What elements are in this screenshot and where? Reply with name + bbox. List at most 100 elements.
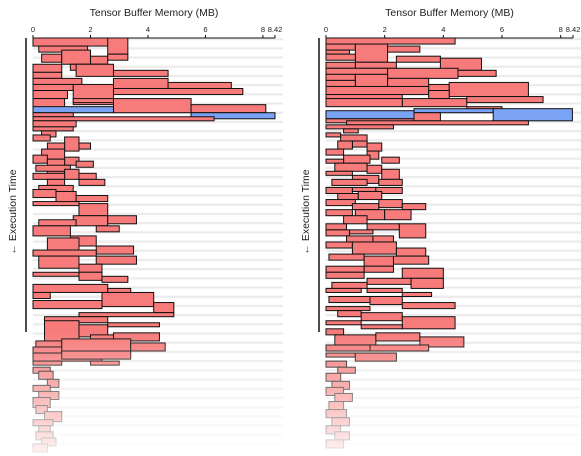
buffer-bar — [325, 306, 371, 312]
x-tick-label: 8 — [261, 25, 265, 34]
chart-title: Tensor Buffer Memory (MB) — [90, 7, 219, 19]
buffer-bar — [32, 83, 74, 92]
buffer-bar — [75, 63, 114, 77]
buffer-bar — [95, 245, 135, 255]
grid-stripe — [326, 249, 581, 252]
buffer-bar — [78, 142, 91, 150]
buffer-bar — [78, 263, 103, 273]
buffer-bar — [387, 77, 430, 87]
grid-stripe — [326, 212, 581, 216]
buffer-bar — [343, 215, 368, 225]
buffer-bar — [325, 186, 353, 195]
grid-stripe — [33, 47, 283, 50]
x-tick-label: 0 — [324, 25, 328, 34]
buffer-bar — [325, 148, 345, 156]
buffer-bar — [354, 61, 397, 69]
buffer-bar — [354, 73, 389, 87]
grid-stripe — [326, 222, 581, 225]
grid-stripe — [326, 130, 581, 133]
buffer-bar — [325, 124, 394, 130]
buffer-bar — [32, 116, 215, 122]
buffer-bar — [38, 219, 77, 227]
buffer-bar — [61, 49, 91, 65]
buffer-bar — [325, 170, 353, 176]
highlight-buffer-bar — [492, 108, 573, 122]
buffer-bar — [381, 156, 400, 164]
buffer-bar — [46, 237, 80, 251]
buffer-bar — [351, 140, 368, 148]
buffer-bar — [366, 164, 383, 174]
buffer-bar — [348, 229, 374, 235]
buffer-bar — [32, 63, 63, 73]
buffer-bar — [325, 43, 356, 51]
x-tick-label: 6 — [500, 25, 504, 34]
grid-stripe — [33, 130, 283, 133]
buffer-bar — [395, 247, 427, 257]
buffer-bar — [32, 271, 80, 277]
grid-stripe — [326, 314, 581, 317]
buffer-bar — [395, 55, 441, 63]
buffer-bar — [325, 85, 430, 96]
buffer-bar — [325, 320, 362, 326]
buffer-bar — [101, 291, 155, 308]
buffer-bar — [32, 300, 103, 310]
x-tick-label: 2 — [88, 25, 92, 34]
buffer-bar — [78, 203, 109, 217]
buffer-bar — [325, 132, 342, 138]
buffer-bar — [46, 178, 66, 186]
buffer-bar — [32, 172, 66, 180]
buffer-bar — [112, 69, 169, 77]
buffer-bar — [457, 69, 497, 77]
buffer-bar — [372, 235, 394, 243]
buffer-bar — [448, 81, 529, 98]
grid-stripe — [326, 240, 581, 243]
buffer-bar — [351, 241, 397, 255]
grid-stripe — [326, 286, 581, 289]
buffer-bar — [153, 302, 175, 314]
highlight-buffer-bar — [413, 108, 494, 114]
buffer-bar — [78, 172, 97, 180]
buffer-bar — [32, 90, 68, 100]
buffer-bar — [95, 225, 120, 233]
chart-title: Tensor Buffer Memory (MB) — [385, 7, 514, 19]
grid-stripe — [326, 258, 581, 262]
buffer-bar — [41, 53, 63, 63]
buffer-bar — [32, 188, 57, 199]
fade-overlay — [324, 332, 581, 456]
x-tick-label: 6 — [203, 25, 207, 34]
buffer-bar — [32, 71, 63, 79]
buffer-bar — [343, 128, 359, 134]
grid-stripe — [326, 176, 581, 179]
grid-stripe — [326, 148, 581, 151]
grid-stripe — [33, 277, 283, 280]
buffer-bar — [366, 277, 412, 285]
buffer-bar — [351, 203, 380, 211]
x-tick-label: 8.42 — [566, 25, 581, 34]
buffer-bar — [75, 160, 94, 168]
grid-stripe — [326, 56, 581, 59]
buffer-bar — [357, 190, 383, 201]
buffer-bar — [378, 199, 403, 209]
x-tick-label: 8 — [559, 25, 563, 34]
grid-stripe — [33, 286, 283, 289]
buffer-bar — [325, 229, 350, 237]
grid-stripe — [33, 231, 283, 234]
buffer-bar — [32, 154, 48, 164]
buffer-bar — [366, 142, 383, 152]
buffer-bar — [32, 134, 51, 142]
fade-overlay — [31, 332, 285, 456]
x-tick-label: 2 — [383, 25, 387, 34]
buffer-bar — [351, 186, 377, 192]
grid-stripe — [33, 65, 283, 68]
chart-left: 0 2 4 6 8 8.42 Tensor Buffer Memory (MB) ← Exec… — [7, 7, 285, 456]
buffer-bar — [384, 209, 412, 221]
grid-stripe — [33, 222, 283, 225]
grid-stripe — [326, 268, 581, 271]
buffer-bar — [46, 142, 66, 150]
buffer-bar — [32, 112, 74, 118]
grid-stripe — [33, 249, 283, 252]
grid-stripe — [326, 231, 581, 234]
grid-stripe — [33, 120, 283, 124]
buffer-bar — [107, 322, 160, 328]
